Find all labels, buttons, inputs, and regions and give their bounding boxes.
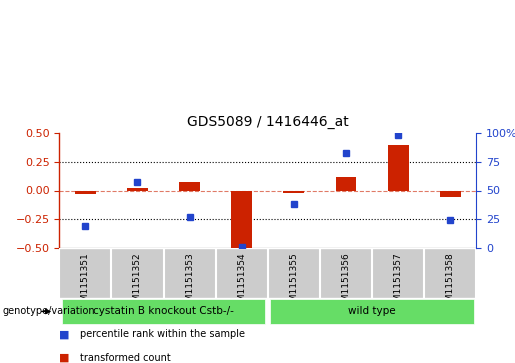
Text: percentile rank within the sample: percentile rank within the sample	[80, 329, 245, 339]
Text: ■: ■	[59, 329, 70, 339]
Title: GDS5089 / 1416446_at: GDS5089 / 1416446_at	[187, 115, 349, 129]
Text: transformed count: transformed count	[80, 353, 170, 363]
Text: GSM1151355: GSM1151355	[289, 252, 298, 313]
Text: GSM1151353: GSM1151353	[185, 252, 194, 313]
Text: cystatin B knockout Cstb-/-: cystatin B knockout Cstb-/-	[93, 306, 234, 317]
Bar	[270, 299, 474, 324]
Bar	[62, 299, 265, 324]
Text: GSM1151357: GSM1151357	[393, 252, 403, 313]
Bar	[283, 191, 304, 193]
Bar	[440, 191, 461, 197]
Text: wild type: wild type	[348, 306, 396, 317]
Text: GSM1151358: GSM1151358	[446, 252, 455, 313]
Text: GSM1151352: GSM1151352	[133, 252, 142, 313]
Bar	[75, 191, 96, 194]
Text: GSM1151351: GSM1151351	[81, 252, 90, 313]
Text: GSM1151356: GSM1151356	[341, 252, 351, 313]
Bar	[388, 144, 408, 191]
Text: GSM1151354: GSM1151354	[237, 252, 246, 313]
Bar	[231, 191, 252, 248]
Text: ■: ■	[59, 353, 70, 363]
Bar	[179, 183, 200, 191]
Text: genotype/variation: genotype/variation	[3, 306, 95, 317]
Bar	[336, 177, 356, 191]
Bar	[127, 188, 148, 191]
